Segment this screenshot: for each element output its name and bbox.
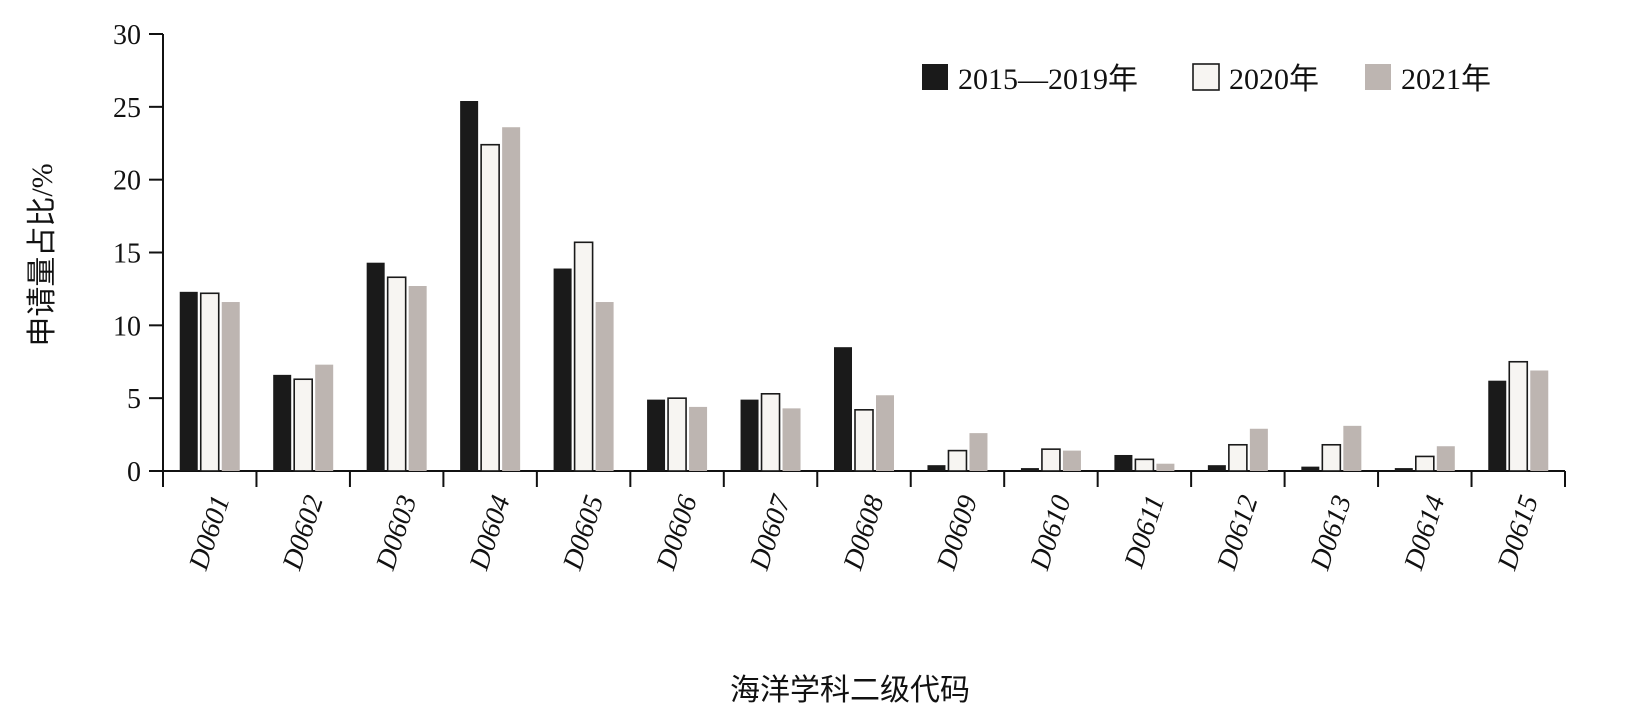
legend-swatch bbox=[922, 64, 948, 90]
y-tick-label: 0 bbox=[127, 457, 141, 488]
bar-D0611-series-0 bbox=[1114, 454, 1133, 471]
bar-D0604-series-0 bbox=[460, 101, 479, 472]
bar-D0602-series-0 bbox=[273, 374, 292, 471]
legend: 2015—2019年 2020年 2021年 bbox=[922, 63, 1491, 96]
y-axis-title: 申请量占比/% bbox=[26, 163, 59, 346]
bar-D0615-series-0 bbox=[1488, 380, 1507, 471]
y-tick-label: 20 bbox=[113, 166, 141, 197]
bar-D0601-series-0 bbox=[179, 291, 198, 471]
legend-swatch bbox=[1192, 63, 1220, 91]
bar-D0604-series-1 bbox=[480, 143, 500, 472]
y-axis: 0 5 10 15 20 25 30 bbox=[113, 20, 164, 488]
bar-D0607-series-1 bbox=[760, 392, 781, 472]
bar-D0615-series-2 bbox=[1530, 370, 1549, 471]
x-tick-label: D0601 bbox=[183, 492, 236, 575]
y-tick-label: 30 bbox=[113, 20, 141, 51]
bar-D0609-series-0 bbox=[927, 465, 946, 471]
bar-D0608-series-0 bbox=[834, 347, 852, 471]
x-tick-label: D0602 bbox=[277, 492, 330, 575]
bar-D0614-series-0 bbox=[1394, 468, 1413, 471]
bar-D0608-series-2 bbox=[876, 395, 894, 471]
x-tick-label: D0604 bbox=[463, 492, 516, 575]
legend-label: 2020年 bbox=[1229, 63, 1319, 96]
y-tick-label: 10 bbox=[113, 311, 141, 342]
bar-D0610-series-1 bbox=[1041, 448, 1061, 472]
bar-D0606-series-2 bbox=[689, 406, 708, 471]
legend-label: 2015—2019年 bbox=[958, 63, 1138, 96]
x-tick-label: D0609 bbox=[931, 492, 984, 575]
legend-label: 2021年 bbox=[1401, 63, 1491, 96]
y-tick-label: 5 bbox=[127, 384, 141, 415]
x-tick-label: D0615 bbox=[1492, 492, 1545, 575]
bars-group bbox=[179, 101, 1549, 472]
bar-D0606-series-0 bbox=[647, 399, 666, 471]
x-axis: D0601 D0602 D0603 D0604 D0605 D0606 D0607 D0608… bbox=[162, 470, 1566, 575]
bar-D0605-series-1 bbox=[573, 241, 594, 472]
bar-D0605-series-2 bbox=[595, 302, 614, 471]
bar-D0603-series-1 bbox=[386, 276, 407, 472]
bar-D0611-series-2 bbox=[1156, 463, 1175, 471]
x-tick-label: D0603 bbox=[370, 492, 423, 575]
bar-D0613-series-0 bbox=[1301, 466, 1320, 471]
bar-D0610-series-2 bbox=[1062, 450, 1081, 471]
bar-D0611-series-1 bbox=[1134, 458, 1155, 472]
bar-D0613-series-1 bbox=[1321, 443, 1342, 472]
x-tick-label: D0614 bbox=[1398, 492, 1451, 575]
bar-D0606-series-1 bbox=[667, 397, 687, 472]
x-tick-label: D0605 bbox=[557, 492, 610, 575]
bar-D0614-series-2 bbox=[1436, 446, 1455, 471]
y-tick-label: 15 bbox=[113, 239, 141, 270]
bar-D0603-series-2 bbox=[408, 286, 427, 471]
x-tick-label: D0607 bbox=[744, 491, 798, 575]
bar-D0612-series-0 bbox=[1207, 465, 1226, 471]
bar-D0602-series-1 bbox=[293, 378, 314, 472]
bar-D0604-series-2 bbox=[502, 127, 521, 471]
bar-D0609-series-2 bbox=[969, 433, 988, 471]
bar-D0612-series-1 bbox=[1228, 443, 1248, 472]
bar-D0609-series-1 bbox=[947, 449, 968, 472]
bar-D0601-series-2 bbox=[221, 302, 240, 471]
x-tick-label: D0612 bbox=[1211, 492, 1264, 575]
legend-swatch bbox=[1365, 64, 1391, 90]
x-tick-label: D0610 bbox=[1024, 492, 1077, 575]
x-tick-label: D0611 bbox=[1118, 492, 1171, 573]
bar-D0601-series-1 bbox=[199, 292, 220, 472]
bar-D0607-series-2 bbox=[782, 408, 801, 471]
x-tick-label: D0613 bbox=[1305, 492, 1358, 575]
bar-D0605-series-0 bbox=[553, 268, 572, 471]
bar-D0614-series-1 bbox=[1415, 455, 1435, 472]
bar-D0613-series-2 bbox=[1343, 425, 1362, 471]
x-tick-label: D0606 bbox=[650, 492, 703, 575]
bar-D0610-series-0 bbox=[1020, 468, 1039, 471]
x-tick-label: D0608 bbox=[837, 492, 890, 575]
x-axis-title: 海洋学科二级代码 bbox=[730, 674, 970, 707]
bar-D0603-series-0 bbox=[366, 262, 385, 471]
bar-D0608-series-1 bbox=[854, 409, 874, 472]
bar-D0612-series-2 bbox=[1249, 428, 1268, 471]
bar-D0602-series-2 bbox=[315, 364, 334, 471]
bar-D0615-series-1 bbox=[1508, 360, 1529, 472]
y-tick-label: 25 bbox=[113, 93, 141, 124]
bar-D0607-series-0 bbox=[740, 399, 759, 471]
